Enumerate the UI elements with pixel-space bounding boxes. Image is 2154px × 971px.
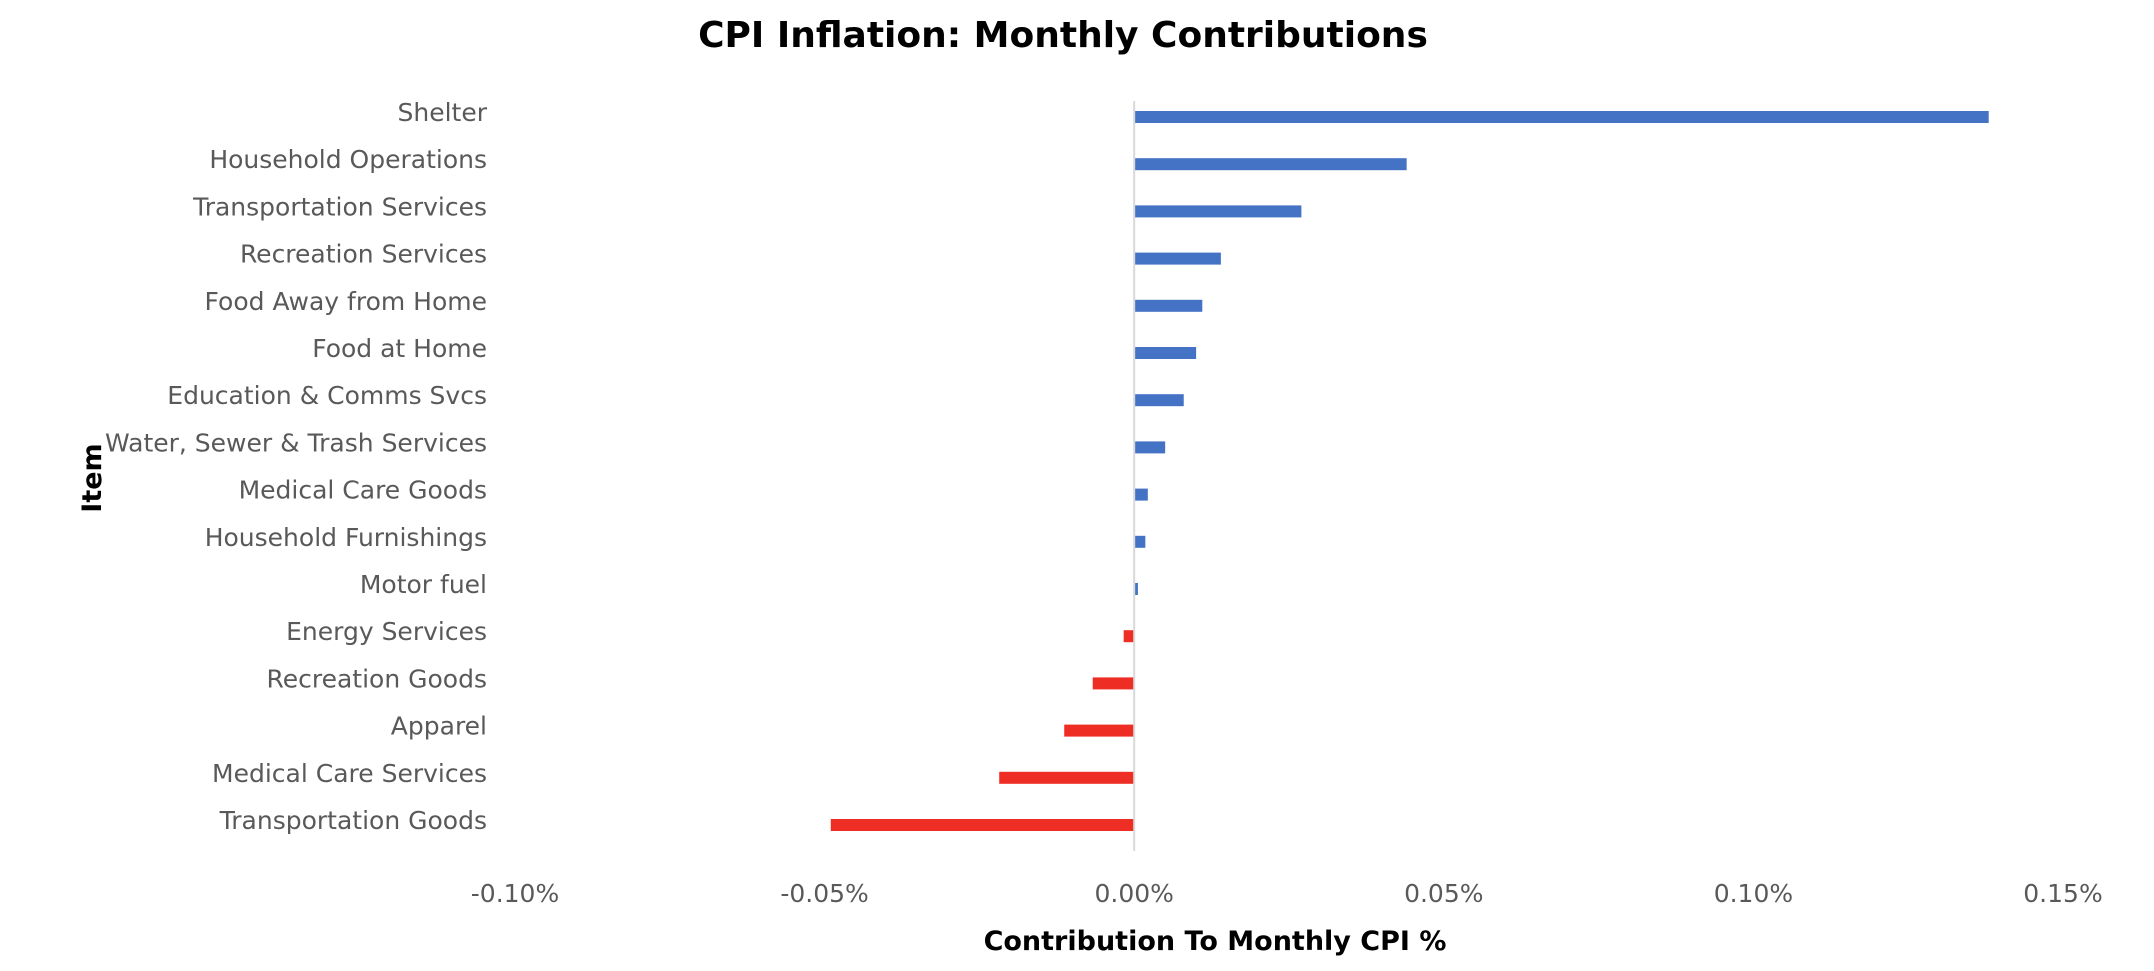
y-axis-title: Item (77, 443, 108, 512)
bar-transportation-services (1134, 205, 1302, 218)
category-label: Shelter (397, 98, 487, 127)
bar-water-sewer-trash-services (1134, 441, 1166, 454)
chart-title: CPI Inflation: Monthly Contributions (698, 15, 1428, 56)
x-tick-label: -0.05% (780, 879, 868, 908)
bar-household-furnishings (1134, 535, 1146, 548)
x-tick-labels: -0.10% -0.05% 0.00% 0.05% 0.10% 0.15% (471, 879, 2103, 908)
category-label: Transportation Goods (219, 806, 487, 835)
category-label: Transportation Services (192, 192, 487, 221)
x-tick-label: -0.10% (471, 879, 559, 908)
x-tick-label: 0.00% (1094, 879, 1173, 908)
category-label: Apparel (391, 712, 487, 741)
bar-apparel (1064, 724, 1135, 737)
bar-shelter (1134, 111, 1989, 123)
category-label: Food at Home (312, 334, 487, 363)
bar-medical-care-services (999, 771, 1135, 784)
category-label: Medical Care Services (212, 759, 487, 788)
x-tick-label: 0.15% (2023, 879, 2102, 908)
category-label: Recreation Services (240, 240, 487, 269)
category-label: Food Away from Home (205, 287, 487, 316)
category-label: Household Furnishings (205, 523, 487, 552)
category-label: Motor fuel (360, 570, 487, 599)
x-axis-title: Contribution To Monthly CPI % (984, 926, 1447, 957)
category-label: Energy Services (286, 617, 487, 646)
category-labels: Shelter Household Operations Transportatio… (105, 98, 488, 835)
category-label: Water, Sewer & Trash Services (105, 428, 487, 457)
category-label: Medical Care Goods (239, 476, 487, 505)
bar-recreation-services (1134, 252, 1221, 265)
x-tick-label: 0.05% (1404, 879, 1483, 908)
bar-medical-care-goods (1134, 488, 1148, 501)
bar-energy-services (1123, 630, 1135, 643)
bar-food-at-home (1134, 347, 1197, 359)
bar-motor-fuel (1134, 583, 1138, 595)
bar-household-operations (1134, 158, 1407, 171)
bars-layer (830, 111, 1989, 831)
category-label: Recreation Goods (267, 664, 488, 693)
x-tick-label: 0.10% (1714, 879, 1793, 908)
bar-recreation-goods (1092, 677, 1135, 690)
category-label: Education & Comms Svcs (167, 381, 487, 410)
bar-transportation-goods (830, 819, 1135, 831)
category-label: Household Operations (209, 145, 487, 174)
bar-education-comms-svcs (1134, 394, 1184, 407)
bar-food-away-from-home (1134, 299, 1203, 312)
